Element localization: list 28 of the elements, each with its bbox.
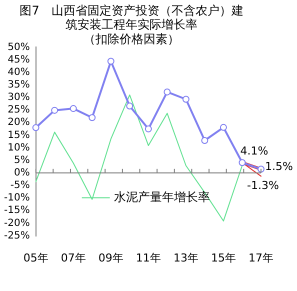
y-tick-label: -10% bbox=[4, 192, 30, 204]
x-tick-label: 11年 bbox=[136, 251, 161, 264]
annotation: 4.1% bbox=[240, 144, 268, 158]
y-tick-label: 5% bbox=[14, 154, 30, 166]
y-tick-label: 30% bbox=[8, 92, 30, 104]
x-tick-label: 17年 bbox=[248, 251, 274, 264]
x-tick-label: 05年 bbox=[23, 251, 48, 264]
annotation: 1.5% bbox=[265, 160, 293, 174]
y-tick-label: 15% bbox=[8, 130, 30, 141]
y-tick-label: 10% bbox=[8, 142, 30, 154]
chart-subtitle: （扣除价格因素） bbox=[84, 32, 180, 46]
x-tick-label: 15年 bbox=[210, 251, 236, 264]
y-tick-label: 20% bbox=[8, 117, 30, 128]
y-tick-label: -20% bbox=[4, 218, 30, 229]
y-tick-label: 50% bbox=[8, 42, 30, 53]
y-tick-label: -5% bbox=[10, 180, 30, 192]
x-tick-label: 07年 bbox=[60, 251, 86, 264]
y-tick-label: 40% bbox=[8, 66, 30, 78]
y-tick-label: -15% bbox=[4, 205, 30, 216]
x-tick-label: 09年 bbox=[98, 251, 124, 264]
y-tick-label: 0% bbox=[14, 168, 30, 179]
y-tick-label: 25% bbox=[8, 104, 30, 116]
chart-title: 图7 山西省固定资产投资（不含农户）建筑安装工程年实际增长率 bbox=[20, 3, 244, 32]
x-tick-label: 13年 bbox=[173, 251, 198, 264]
annotation: -1.3% bbox=[247, 179, 279, 192]
y-tick-label: -25% bbox=[4, 230, 30, 242]
y-tick-label: 35% bbox=[8, 80, 30, 91]
y-tick-label: 45% bbox=[8, 54, 30, 66]
